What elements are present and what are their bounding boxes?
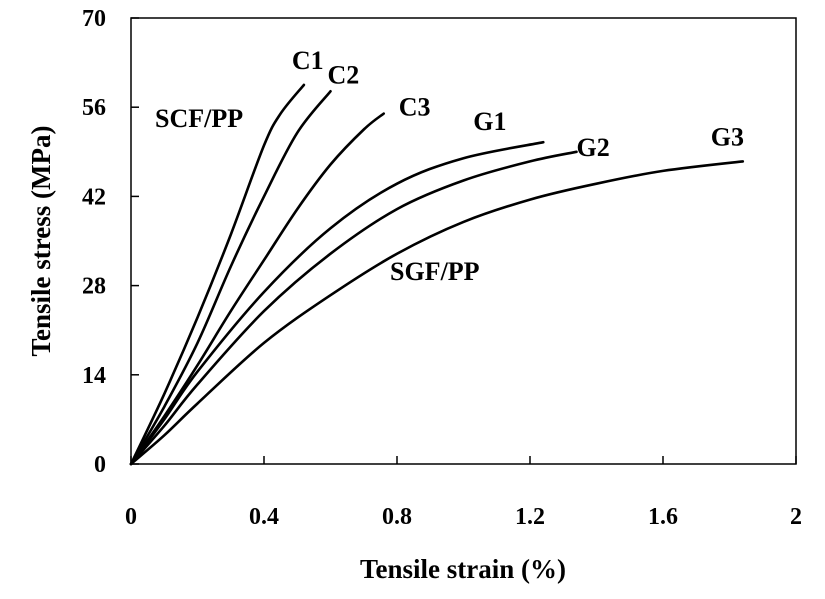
- scf-pp-group-label: SCF/PP: [155, 104, 243, 133]
- x-tick-label: 0.4: [249, 504, 279, 530]
- curve-label-c1: C1: [292, 46, 324, 75]
- x-tick-label: 0.8: [382, 504, 412, 530]
- y-tick-label: 70: [82, 6, 106, 32]
- curve-g3: [129, 160, 745, 466]
- y-tick-label: 28: [82, 274, 106, 300]
- curve-c1: [129, 83, 306, 466]
- x-tick-label: 0: [125, 504, 137, 530]
- curve-label-g2: G2: [577, 133, 610, 162]
- curve-label-c3: C3: [399, 93, 431, 122]
- curve-c2: [129, 90, 332, 466]
- curve-label-g3: G3: [711, 122, 744, 151]
- y-tick-label: 56: [82, 95, 106, 121]
- x-tick-label: 1.6: [648, 504, 678, 530]
- curve-g1: [129, 140, 545, 466]
- curve-label-g1: G1: [473, 107, 506, 136]
- x-tick-label: 2: [790, 504, 802, 530]
- y-axis-ticks: 0 14 28 42 56 70: [82, 6, 139, 478]
- plot-frame: [130, 17, 797, 465]
- y-tick-label: 42: [82, 184, 106, 210]
- y-tick-label: 0: [94, 452, 106, 478]
- x-tick-label: 1.2: [515, 504, 545, 530]
- curve-labels: C1 C2 C3 G1 G2 G3: [292, 46, 744, 162]
- sgf-pp-group-label: SGF/PP: [390, 257, 480, 286]
- y-tick-label: 14: [82, 363, 106, 389]
- curves: [129, 83, 745, 466]
- y-axis-title: Tensile stress (MPa): [26, 126, 56, 357]
- x-axis-title: Tensile strain (%): [360, 554, 566, 584]
- x-axis-ticks: 0 0.4 0.8 1.2 1.6 2: [125, 456, 802, 530]
- curve-label-c2: C2: [328, 60, 360, 89]
- curve-g2: [129, 150, 578, 466]
- curve-c3: [129, 112, 385, 466]
